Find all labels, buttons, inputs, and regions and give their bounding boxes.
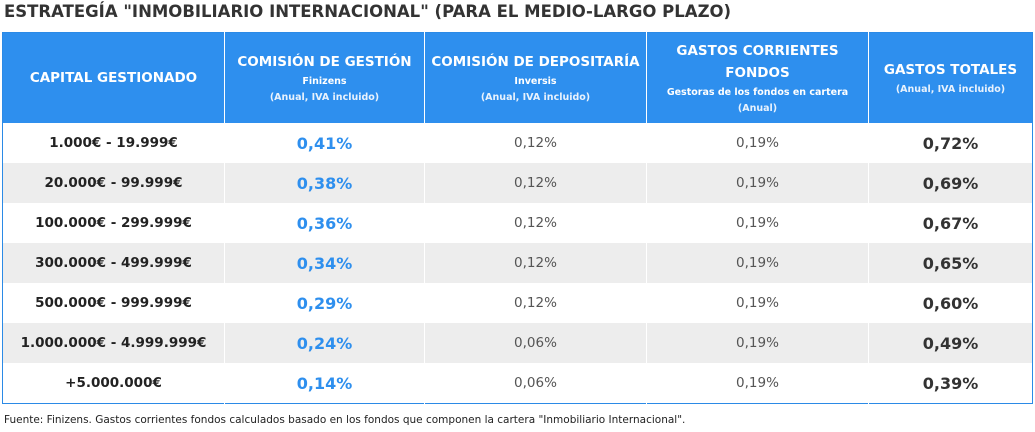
table-row: +5.000.000€ 0,14% 0,06% 0,19% 0,39% <box>2 363 1033 404</box>
table-row: 1.000.000€ - 4.999.999€ 0,24% 0,06% 0,19… <box>2 323 1033 363</box>
corrientes-cell: 0,19% <box>646 283 869 323</box>
totales-cell: 0,69% <box>868 163 1033 203</box>
gestion-cell: 0,41% <box>224 123 425 163</box>
header-gestion-sub: Finizens <box>302 76 347 87</box>
header-gestion-title: COMISIÓN DE GESTIÓN <box>237 54 412 70</box>
header-gestion: COMISIÓN DE GESTIÓN Finizens (Anual, IVA… <box>224 32 425 123</box>
capital-cell: 1.000.000€ - 4.999.999€ <box>2 323 225 363</box>
totales-cell: 0,65% <box>868 243 1033 283</box>
fees-table: CAPITAL GESTIONADO COMISIÓN DE GESTIÓN F… <box>2 32 1033 404</box>
gestion-cell: 0,14% <box>224 363 425 404</box>
header-corrientes: GASTOS CORRIENTES FONDOS Gestoras de los… <box>646 32 869 123</box>
header-totales-title: GASTOS TOTALES <box>883 62 1018 78</box>
header-depositaria-sub: Inversis <box>514 76 557 87</box>
header-depositaria: COMISIÓN DE DEPOSITARÍA Inversis (Anual,… <box>424 32 647 123</box>
corrientes-cell: 0,19% <box>646 203 869 243</box>
table-row: 500.000€ - 999.999€ 0,29% 0,12% 0,19% 0,… <box>2 283 1033 323</box>
capital-cell: 100.000€ - 299.999€ <box>2 203 225 243</box>
totales-cell: 0,72% <box>868 123 1033 163</box>
capital-cell: 1.000€ - 19.999€ <box>2 123 225 163</box>
header-capital-title: CAPITAL GESTIONADO <box>29 70 198 86</box>
header-corrientes-sub: Gestoras de los fondos en cartera <box>666 87 849 98</box>
depositaria-cell: 0,06% <box>424 323 647 363</box>
corrientes-cell: 0,19% <box>646 163 869 203</box>
totales-cell: 0,39% <box>868 363 1033 404</box>
depositaria-cell: 0,12% <box>424 243 647 283</box>
capital-cell: 300.000€ - 499.999€ <box>2 243 225 283</box>
header-depositaria-title: COMISIÓN DE DEPOSITARÍA <box>431 54 640 70</box>
gestion-cell: 0,38% <box>224 163 425 203</box>
header-corrientes-note: (Anual) <box>737 103 778 114</box>
page-title: ESTRATEGÍA "INMOBILIARIO INTERNACIONAL" … <box>4 2 732 21</box>
capital-cell: +5.000.000€ <box>2 363 225 404</box>
totales-cell: 0,49% <box>868 323 1033 363</box>
depositaria-cell: 0,12% <box>424 203 647 243</box>
table-row: 300.000€ - 499.999€ 0,34% 0,12% 0,19% 0,… <box>2 243 1033 283</box>
capital-cell: 500.000€ - 999.999€ <box>2 283 225 323</box>
header-depositaria-note: (Anual, IVA incluido) <box>480 92 591 103</box>
depositaria-cell: 0,12% <box>424 123 647 163</box>
depositaria-cell: 0,12% <box>424 283 647 323</box>
header-row: CAPITAL GESTIONADO COMISIÓN DE GESTIÓN F… <box>2 32 1033 123</box>
source-footnote: Fuente: Finizens. Gastos corrientes fond… <box>4 414 686 426</box>
depositaria-cell: 0,06% <box>424 363 647 404</box>
table-row: 100.000€ - 299.999€ 0,36% 0,12% 0,19% 0,… <box>2 203 1033 243</box>
corrientes-cell: 0,19% <box>646 123 869 163</box>
corrientes-cell: 0,19% <box>646 323 869 363</box>
header-totales: GASTOS TOTALES (Anual, IVA incluido) <box>868 32 1033 123</box>
depositaria-cell: 0,12% <box>424 163 647 203</box>
gestion-cell: 0,24% <box>224 323 425 363</box>
header-totales-note: (Anual, IVA incluido) <box>895 84 1006 95</box>
gestion-cell: 0,29% <box>224 283 425 323</box>
header-gestion-note: (Anual, IVA incluido) <box>269 92 380 103</box>
gestion-cell: 0,34% <box>224 243 425 283</box>
corrientes-cell: 0,19% <box>646 363 869 404</box>
gestion-cell: 0,36% <box>224 203 425 243</box>
totales-cell: 0,67% <box>868 203 1033 243</box>
corrientes-cell: 0,19% <box>646 243 869 283</box>
totales-cell: 0,60% <box>868 283 1033 323</box>
header-capital: CAPITAL GESTIONADO <box>2 32 225 123</box>
capital-cell: 20.000€ - 99.999€ <box>2 163 225 203</box>
table-row: 20.000€ - 99.999€ 0,38% 0,12% 0,19% 0,69… <box>2 163 1033 203</box>
header-corrientes-title: GASTOS CORRIENTES FONDOS <box>676 43 839 81</box>
table-row: 1.000€ - 19.999€ 0,41% 0,12% 0,19% 0,72% <box>2 123 1033 163</box>
